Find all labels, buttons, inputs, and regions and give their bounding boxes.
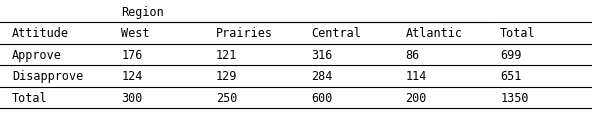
Text: 300: 300 bbox=[121, 92, 143, 105]
Text: 200: 200 bbox=[406, 92, 427, 105]
Text: 121: 121 bbox=[216, 49, 237, 62]
Text: 316: 316 bbox=[311, 49, 332, 62]
Text: 699: 699 bbox=[500, 49, 522, 62]
Text: Prairies: Prairies bbox=[216, 27, 273, 40]
Text: Region: Region bbox=[121, 6, 164, 19]
Text: 1350: 1350 bbox=[500, 92, 529, 105]
Text: Total: Total bbox=[12, 92, 47, 105]
Text: 114: 114 bbox=[406, 70, 427, 83]
Text: 86: 86 bbox=[406, 49, 420, 62]
Text: 124: 124 bbox=[121, 70, 143, 83]
Text: 600: 600 bbox=[311, 92, 332, 105]
Text: Atlantic: Atlantic bbox=[406, 27, 462, 40]
Text: Attitude: Attitude bbox=[12, 27, 69, 40]
Text: 176: 176 bbox=[121, 49, 143, 62]
Text: Disapprove: Disapprove bbox=[12, 70, 83, 83]
Text: Total: Total bbox=[500, 27, 536, 40]
Text: Approve: Approve bbox=[12, 49, 62, 62]
Text: 129: 129 bbox=[216, 70, 237, 83]
Text: 250: 250 bbox=[216, 92, 237, 105]
Text: West: West bbox=[121, 27, 150, 40]
Text: 284: 284 bbox=[311, 70, 332, 83]
Text: 651: 651 bbox=[500, 70, 522, 83]
Text: Central: Central bbox=[311, 27, 361, 40]
